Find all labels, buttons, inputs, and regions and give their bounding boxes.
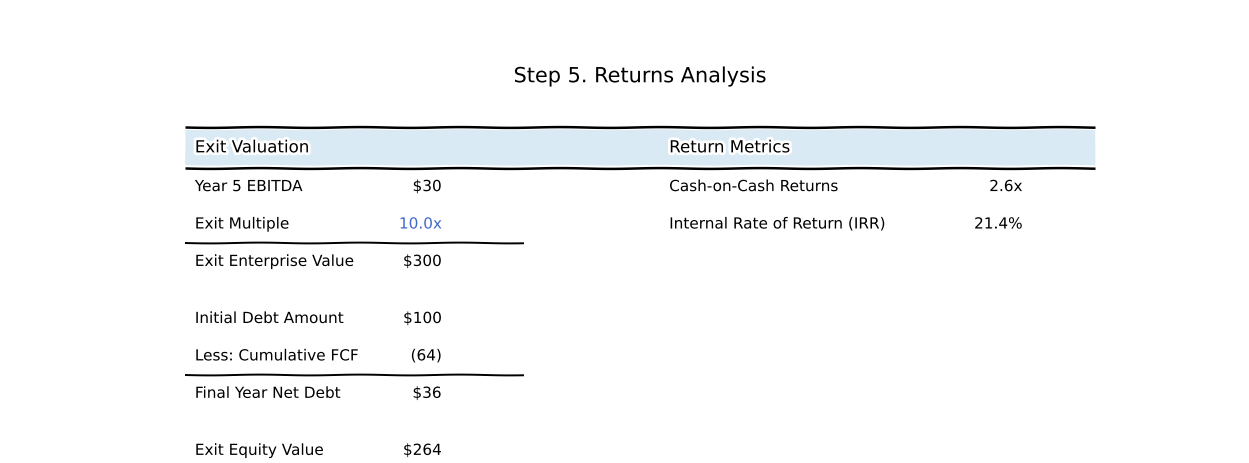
Text: $30: $30 [412, 179, 442, 194]
Text: Return Metrics: Return Metrics [669, 138, 791, 156]
Text: Exit Equity Value: Exit Equity Value [195, 443, 323, 458]
Text: Cash-on-Cash Returns: Cash-on-Cash Returns [669, 179, 838, 194]
Text: Initial Debt Amount: Initial Debt Amount [195, 311, 343, 326]
Text: Step 5. Returns Analysis: Step 5. Returns Analysis [513, 66, 767, 86]
Text: $264: $264 [403, 443, 442, 458]
Bar [185, 127, 1095, 168]
Text: (64): (64) [411, 349, 442, 363]
Text: 2.6x: 2.6x [989, 179, 1023, 194]
Text: $36: $36 [412, 386, 442, 401]
Text: Exit Multiple: Exit Multiple [195, 217, 290, 232]
Text: 21.4%: 21.4% [974, 217, 1023, 232]
Text: Internal Rate of Return (IRR): Internal Rate of Return (IRR) [669, 217, 886, 232]
Text: Final Year Net Debt: Final Year Net Debt [195, 386, 341, 401]
Text: $100: $100 [403, 311, 442, 326]
Text: 10.0x: 10.0x [398, 217, 442, 232]
Text: Exit Enterprise Value: Exit Enterprise Value [195, 254, 355, 269]
Text: $300: $300 [403, 254, 442, 269]
Text: Less: Cumulative FCF: Less: Cumulative FCF [195, 349, 358, 363]
Text: Year 5 EBITDA: Year 5 EBITDA [195, 179, 302, 194]
Text: Exit Valuation: Exit Valuation [195, 138, 309, 156]
